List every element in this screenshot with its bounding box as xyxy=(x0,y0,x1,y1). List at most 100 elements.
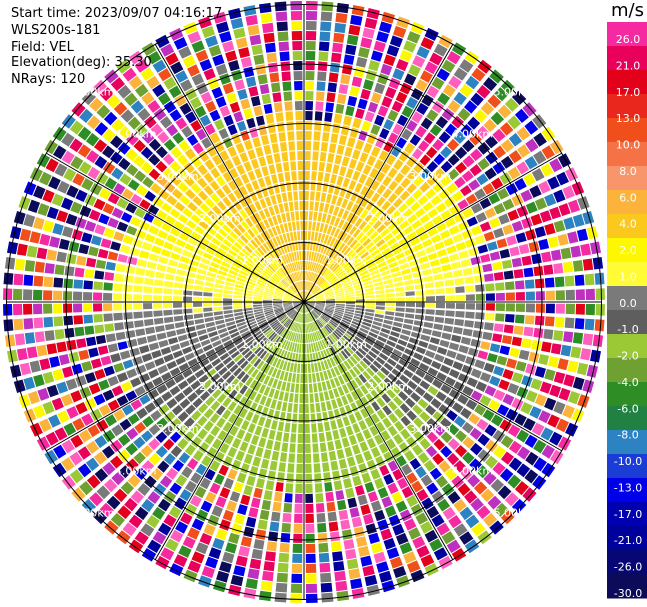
velocity-gate xyxy=(432,139,445,151)
velocity-gate xyxy=(342,384,350,394)
velocity-gate xyxy=(356,536,368,548)
velocity-gate xyxy=(271,368,278,378)
velocity-gate xyxy=(315,305,325,309)
velocity-gate xyxy=(419,181,431,193)
velocity-gate xyxy=(350,578,363,590)
velocity-gate xyxy=(169,482,182,495)
velocity-gate xyxy=(194,279,205,286)
velocity-gate xyxy=(278,314,287,320)
velocity-gate xyxy=(317,253,322,263)
velocity-gate xyxy=(394,185,405,196)
velocity-gate xyxy=(268,279,277,286)
velocity-gate xyxy=(155,445,168,458)
velocity-gate xyxy=(270,399,277,409)
velocity-gate xyxy=(290,1,302,11)
velocity-gate xyxy=(223,257,233,265)
velocity-gate xyxy=(89,492,104,507)
velocity-gate xyxy=(110,439,123,453)
velocity-gate xyxy=(395,363,405,373)
velocity-gate xyxy=(86,336,97,347)
velocity-gate xyxy=(158,256,169,265)
velocity-gate xyxy=(431,330,442,338)
velocity-gate xyxy=(272,215,279,226)
velocity-gate xyxy=(183,430,195,442)
velocity-gate xyxy=(403,225,414,235)
velocity-gate xyxy=(287,275,293,284)
velocity-gate xyxy=(197,268,207,275)
velocity-gate xyxy=(313,289,322,296)
velocity-gate xyxy=(285,351,291,361)
velocity-gate xyxy=(223,289,233,294)
velocity-gate xyxy=(94,224,106,236)
velocity-gate xyxy=(295,121,303,131)
velocity-gate xyxy=(148,225,160,236)
velocity-gate xyxy=(436,372,447,382)
velocity-gate xyxy=(270,195,277,205)
velocity-gate xyxy=(459,531,474,545)
velocity-gate xyxy=(219,442,230,454)
velocity-gate xyxy=(493,323,504,333)
velocity-gate xyxy=(311,433,318,443)
velocity-gate xyxy=(163,309,173,316)
velocity-gate xyxy=(130,216,142,227)
velocity-gate xyxy=(493,445,506,459)
velocity-gate xyxy=(78,243,90,255)
velocity-gate xyxy=(509,246,520,257)
velocity-gate xyxy=(279,142,288,152)
velocity-gate xyxy=(232,335,242,342)
velocity-gate xyxy=(271,143,280,154)
velocity-gate xyxy=(477,157,490,171)
velocity-gate xyxy=(540,163,554,177)
velocity-gate xyxy=(197,177,208,189)
velocity-gate xyxy=(168,505,182,519)
velocity-gate xyxy=(153,279,164,287)
velocity-gate xyxy=(144,277,154,286)
velocity-gate xyxy=(318,432,326,443)
velocity-gate xyxy=(360,384,369,395)
velocity-gate xyxy=(431,266,442,274)
velocity-gate xyxy=(309,272,314,281)
velocity-gate xyxy=(317,71,327,82)
velocity-gate xyxy=(178,232,190,242)
velocity-gate xyxy=(73,315,84,325)
velocity-gate xyxy=(296,271,300,281)
velocity-gate xyxy=(306,271,309,281)
velocity-gate xyxy=(115,331,126,341)
velocity-gate xyxy=(62,226,74,238)
velocity-gate xyxy=(134,170,147,183)
velocity-gate xyxy=(360,504,371,516)
colorbar-tick-label: -21.0 xyxy=(614,534,642,547)
velocity-gate xyxy=(214,451,225,463)
colorbar-tick-label: -8.0 xyxy=(617,429,638,442)
velocity-gate xyxy=(277,172,285,183)
velocity-gate xyxy=(386,154,397,166)
velocity-gate xyxy=(305,151,311,161)
colorbar-tick-label: 10.0 xyxy=(616,139,641,152)
velocity-gate xyxy=(7,241,18,255)
velocity-gate xyxy=(14,258,26,271)
velocity-gate xyxy=(304,353,307,363)
velocity-gate xyxy=(206,326,217,333)
velocity-gate xyxy=(462,328,473,337)
velocity-gate xyxy=(3,319,14,332)
velocity-gate xyxy=(290,311,297,319)
velocity-gate xyxy=(180,79,193,92)
velocity-gate xyxy=(264,289,274,294)
velocity-gate xyxy=(129,347,141,357)
velocity-gate xyxy=(539,381,552,394)
velocity-gate xyxy=(88,209,101,221)
velocity-gate xyxy=(320,11,333,22)
velocity-gate xyxy=(272,92,282,103)
velocity-gate xyxy=(23,274,34,286)
velocity-gate xyxy=(57,410,70,424)
velocity-gate xyxy=(420,521,433,534)
velocity-gate xyxy=(203,523,216,536)
velocity-gate xyxy=(310,262,315,271)
velocity-gate xyxy=(229,167,239,179)
velocity-gate xyxy=(263,208,271,218)
velocity-gate xyxy=(544,316,555,327)
velocity-gate xyxy=(394,281,404,287)
velocity-gate xyxy=(283,296,293,300)
velocity-gate xyxy=(264,230,271,240)
velocity-gate xyxy=(211,505,223,518)
